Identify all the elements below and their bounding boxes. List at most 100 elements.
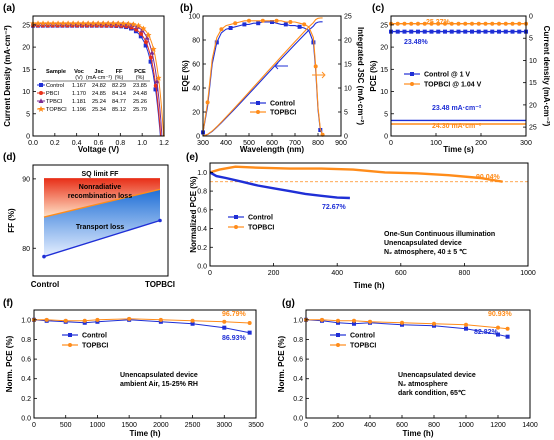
x-tick-label: 0 [389, 140, 393, 147]
jv-point [139, 31, 144, 36]
legend-control: Control [248, 215, 273, 222]
y-axis-label: Current Density (mA·cm⁻²) [3, 25, 12, 127]
eqe-point [270, 20, 274, 24]
jv-point [138, 34, 143, 39]
legend-marker [410, 72, 414, 76]
y-axis-label: Norm. PCE (%) [5, 335, 14, 392]
arrow-right-icon [312, 71, 326, 79]
jv-point [70, 20, 77, 27]
annotation-control: 86.93% [222, 335, 247, 342]
pce-point [449, 21, 454, 26]
annotation-current-topbci: 24.30 mA·cm⁻² [432, 123, 482, 130]
jv-point [85, 20, 92, 27]
jv-point [95, 20, 102, 27]
category-label: Control [31, 280, 59, 289]
stability-curve-control [305, 319, 508, 338]
y-tick-label: 10 [22, 89, 30, 96]
jv-point [100, 20, 107, 27]
pce-point [436, 21, 441, 26]
annotation-control: 82.82% [474, 329, 499, 336]
nonradiative-line [43, 188, 161, 218]
y2-axis-label: Integrated JSC (mA·cm⁻²) [356, 27, 365, 125]
y-tick-label: 0 [26, 134, 30, 141]
pce-point [409, 21, 414, 26]
x-tick-label: 1000 [90, 422, 106, 429]
y2-tick-label: 15 [344, 62, 352, 69]
condition-text: One-Sun Continuous illumination [384, 231, 495, 238]
table-row-marker [39, 83, 43, 87]
transport-loss-area [44, 189, 160, 257]
panel-d: 80 90 (d) FF (%) Control TOPBCI SQ limit FF Non… [3, 152, 175, 289]
jv-point [90, 20, 97, 27]
stability-point [320, 317, 324, 322]
y-tick-label: 0 [196, 134, 200, 141]
legend-marker [256, 110, 260, 114]
stability-point [336, 318, 340, 323]
y2-tick-label: 0 [344, 134, 348, 141]
stability-point [190, 318, 195, 323]
panel-a: 0.0 0.2 0.4 0.6 0.8 1.0 1.2 0 5 10 15 20 25 (a) Voltag… [3, 3, 169, 154]
stability-point [400, 320, 404, 325]
y2-tick-label: 15 [529, 80, 537, 87]
x-tick-label: 200 [475, 140, 487, 147]
plot-frame [32, 164, 169, 277]
pce-point [456, 29, 461, 34]
y-tick-label: 90 [22, 176, 30, 183]
annotation-topbci: 96.79% [222, 311, 247, 318]
y2-tick-label: 10 [529, 58, 537, 65]
condition-text: Unencapsulated device [398, 372, 476, 379]
pce-point [463, 21, 468, 26]
y2-tick-label: 0 [529, 14, 533, 21]
annotation-pce-topbci: 25.27% [426, 19, 451, 26]
table-cell: 25.79 [133, 107, 147, 113]
panel-label-d: (d) [3, 152, 16, 163]
stability-point [44, 317, 49, 322]
panel-label-g: (g) [282, 298, 295, 309]
x-tick-label: 600 [266, 140, 278, 147]
table-cell: 25.34 [92, 107, 106, 113]
y-tick-label: 20 [22, 45, 30, 52]
y-tick-label: 5 [384, 111, 388, 118]
jv-point [60, 20, 67, 27]
pce-point [517, 29, 522, 34]
table-header: FF [116, 69, 123, 75]
y-tick-label: 0.0 [21, 416, 31, 423]
table-cell: 23.85 [133, 83, 147, 89]
x-tick-label: 1.2 [159, 140, 169, 147]
jv-point [135, 22, 142, 29]
pce-point [497, 29, 501, 34]
y-tick-label: 0.8 [21, 337, 31, 344]
condition-text: dark condition, 65℃ [398, 389, 466, 397]
y2-axis-label: Current density (mA·cm⁻²) [542, 26, 551, 127]
condition-text: ambient Air, 15-25% RH [120, 381, 198, 388]
integrated-jsc-curve-control [202, 21, 323, 137]
pce-point [395, 21, 400, 26]
y-tick-label: 0.4 [197, 226, 207, 233]
eqe-point [260, 18, 265, 23]
pce-point [470, 29, 474, 34]
x-tick-label: 1500 [121, 422, 137, 429]
panel-label-f: (f) [3, 298, 13, 309]
y-tick-label: 1.0 [293, 317, 303, 324]
table-cell: 24.82 [92, 83, 106, 89]
y-tick-label: 0.8 [293, 337, 303, 344]
pce-point [402, 21, 407, 26]
y-tick-label: 15 [22, 67, 30, 74]
pce-point [429, 21, 434, 26]
stability-point [496, 332, 500, 337]
legend-topbci: TOPBCI [248, 225, 274, 232]
stability-point [505, 326, 510, 331]
table-cell: 85.12 [112, 107, 126, 113]
y-tick-label: 60 [192, 62, 200, 69]
stability-point [190, 321, 195, 326]
y-tick-label: 0.6 [21, 357, 31, 364]
plot-frame [209, 162, 529, 267]
x-tick-label: 300 [197, 140, 209, 147]
y-tick-label: 20 [192, 110, 200, 117]
annotation-topbci: 90.04% [476, 174, 501, 181]
jv-point [148, 59, 153, 64]
x-tick-label: 700 [289, 140, 301, 147]
legend-marker [234, 225, 238, 229]
stability-point [222, 319, 227, 324]
table-cell: 1.167 [72, 83, 86, 89]
